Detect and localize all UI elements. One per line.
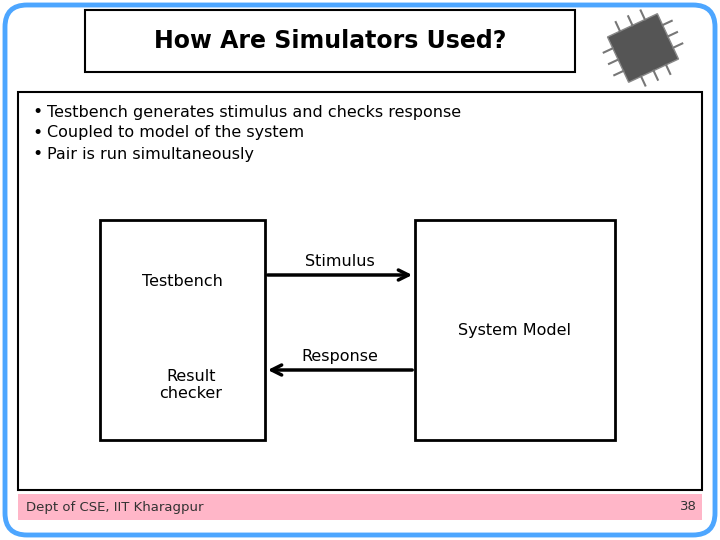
Text: System Model: System Model [459, 322, 572, 338]
Text: Testbench generates stimulus and checks response: Testbench generates stimulus and checks … [47, 105, 461, 119]
Text: Coupled to model of the system: Coupled to model of the system [47, 125, 304, 140]
Bar [415, 220, 615, 440]
Text: 38: 38 [680, 501, 697, 514]
Text: Pair is run simultaneously: Pair is run simultaneously [47, 146, 254, 161]
Bar [18, 494, 702, 520]
Bar [18, 92, 702, 490]
Text: •: • [32, 124, 42, 142]
Bar [100, 220, 265, 440]
Text: How Are Simulators Used?: How Are Simulators Used? [154, 29, 506, 53]
Text: Stimulus: Stimulus [305, 253, 375, 268]
FancyBboxPatch shape [5, 5, 715, 535]
Text: •: • [32, 103, 42, 121]
Bar [85, 10, 575, 72]
Text: Result
checker: Result checker [159, 369, 222, 401]
Text: Dept of CSE, IIT Kharagpur: Dept of CSE, IIT Kharagpur [26, 501, 204, 514]
Text: Response: Response [302, 348, 379, 363]
Polygon shape [608, 14, 678, 82]
Text: Testbench: Testbench [142, 274, 223, 289]
Text: •: • [32, 145, 42, 163]
